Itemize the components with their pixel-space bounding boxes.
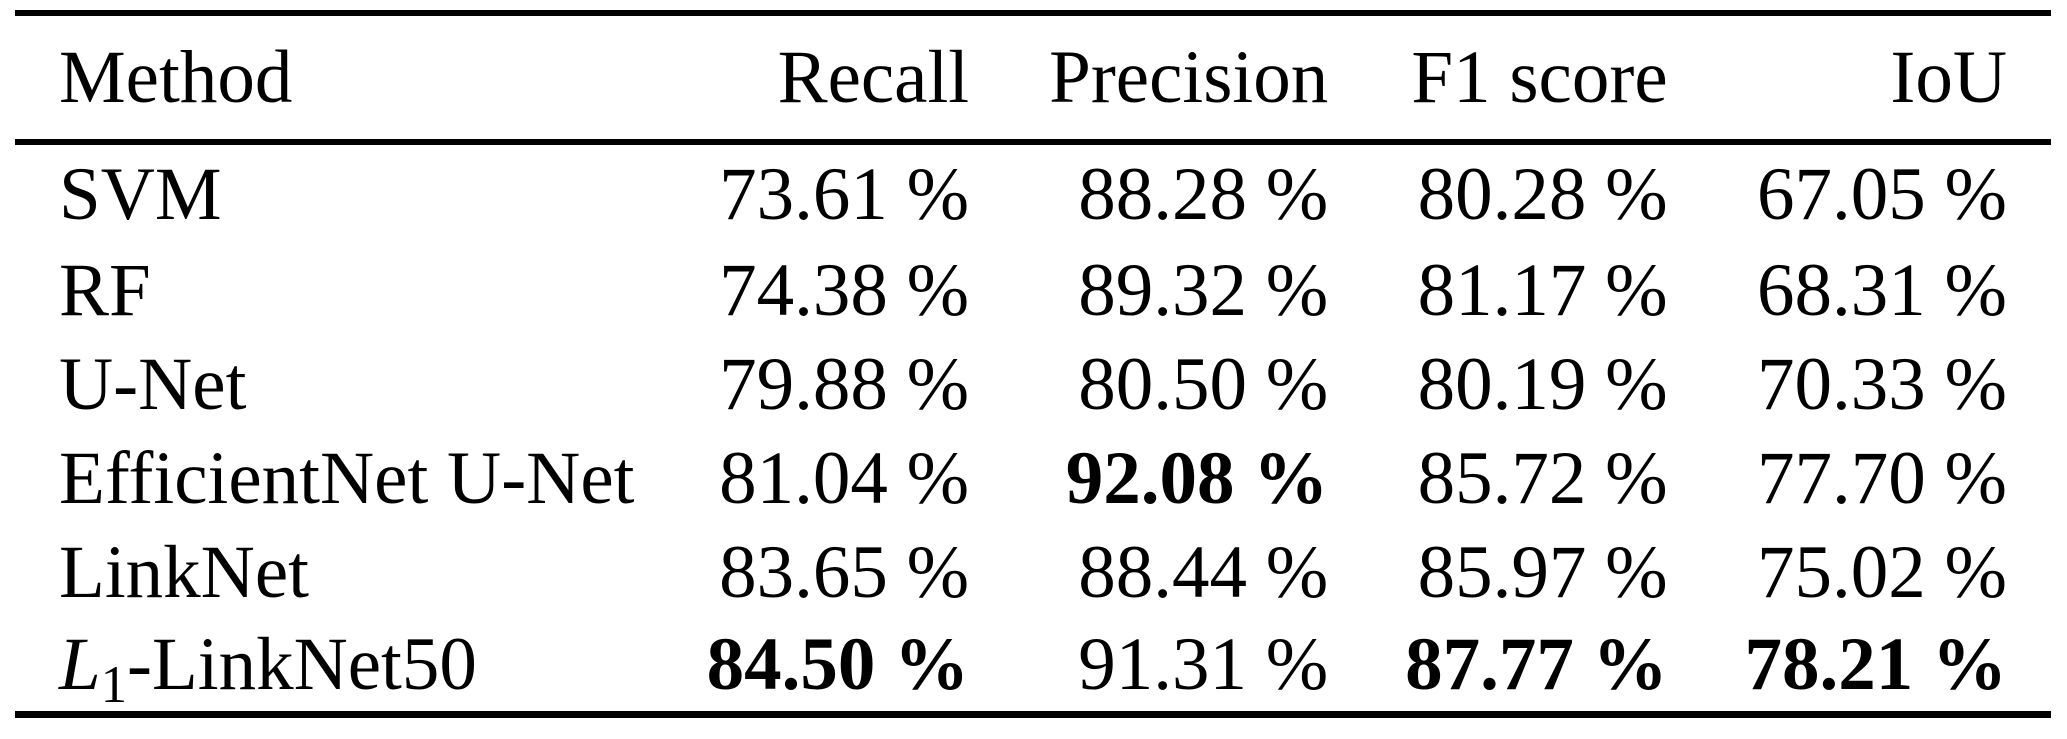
column-header-recall: Recall	[777, 35, 970, 119]
iou-cell: 67.05 %	[1757, 152, 2007, 236]
iou-cell: 75.02 %	[1757, 531, 2007, 614]
table-row-efficientnet-unet: EfficientNet U-Net 81.04 % 92.08 % 85.72…	[15, 432, 2051, 526]
results-table-container: Method Recall Precision F1 score IoU SVM…	[15, 10, 2051, 718]
method-cell: EfficientNet U-Net	[59, 437, 635, 520]
precision-cell: 91.31 %	[1078, 623, 1329, 707]
table-row-unet: U-Net 79.88 % 80.50 % 80.19 % 70.33 %	[15, 338, 2051, 432]
f1-score-cell: 81.17 %	[1417, 249, 1668, 332]
precision-cell: 88.28 %	[1078, 152, 1329, 236]
iou-cell: 70.33 %	[1757, 343, 2007, 426]
recall-cell: 83.65 %	[719, 531, 970, 614]
method-cell: LinkNet	[59, 531, 309, 614]
table-row-svm: SVM 73.61 % 88.28 % 80.28 % 67.05 %	[15, 142, 2051, 244]
method-cell: U-Net	[59, 343, 247, 426]
method-cell: SVM	[59, 152, 222, 236]
f1-score-cell: 87.77 %	[1405, 623, 1668, 707]
recall-cell: 73.61 %	[719, 152, 970, 236]
column-header-f1-score: F1 score	[1411, 35, 1668, 119]
recall-cell: 84.50 %	[706, 623, 970, 707]
table-body: SVM 73.61 % 88.28 % 80.28 % 67.05 % RF 7…	[15, 142, 2051, 715]
table-row-linknet: LinkNet 83.65 % 88.44 % 85.97 % 75.02 %	[15, 526, 2051, 620]
precision-cell: 89.32 %	[1078, 249, 1329, 332]
results-table: Method Recall Precision F1 score IoU SVM…	[15, 10, 2051, 718]
column-header-precision: Precision	[1049, 35, 1329, 119]
header-row: Method Recall Precision F1 score IoU	[15, 13, 2051, 142]
column-header-iou: IoU	[1890, 35, 2007, 119]
recall-cell: 79.88 %	[719, 343, 970, 426]
recall-cell: 81.04 %	[719, 437, 970, 520]
column-header-method: Method	[59, 35, 293, 119]
iou-cell: 77.70 %	[1757, 437, 2007, 520]
precision-cell: 92.08 %	[1065, 437, 1329, 520]
method-cell: L1-LinkNet50	[15, 620, 634, 714]
method-label-subscript-1: 1	[100, 656, 127, 715]
f1-score-cell: 85.72 %	[1417, 437, 1668, 520]
recall-cell: 74.38 %	[719, 249, 970, 332]
f1-score-cell: 80.28 %	[1417, 152, 1668, 236]
method-label-rest: -LinkNet50	[126, 623, 477, 707]
f1-score-cell: 85.97 %	[1417, 531, 1668, 614]
precision-cell: 80.50 %	[1078, 343, 1329, 426]
method-cell: RF	[59, 249, 151, 332]
precision-cell: 88.44 %	[1078, 531, 1329, 614]
method-label-italic-l: L	[59, 623, 101, 707]
table-row-l1-linknet50: L1-LinkNet50 84.50 % 91.31 % 87.77 % 78.…	[15, 620, 2051, 714]
f1-score-cell: 80.19 %	[1417, 343, 1668, 426]
table-header: Method Recall Precision F1 score IoU	[15, 13, 2051, 142]
iou-cell: 68.31 %	[1757, 249, 2007, 332]
table-row-rf: RF 74.38 % 89.32 % 81.17 % 68.31 %	[15, 244, 2051, 338]
iou-cell: 78.21 %	[1744, 623, 2008, 707]
